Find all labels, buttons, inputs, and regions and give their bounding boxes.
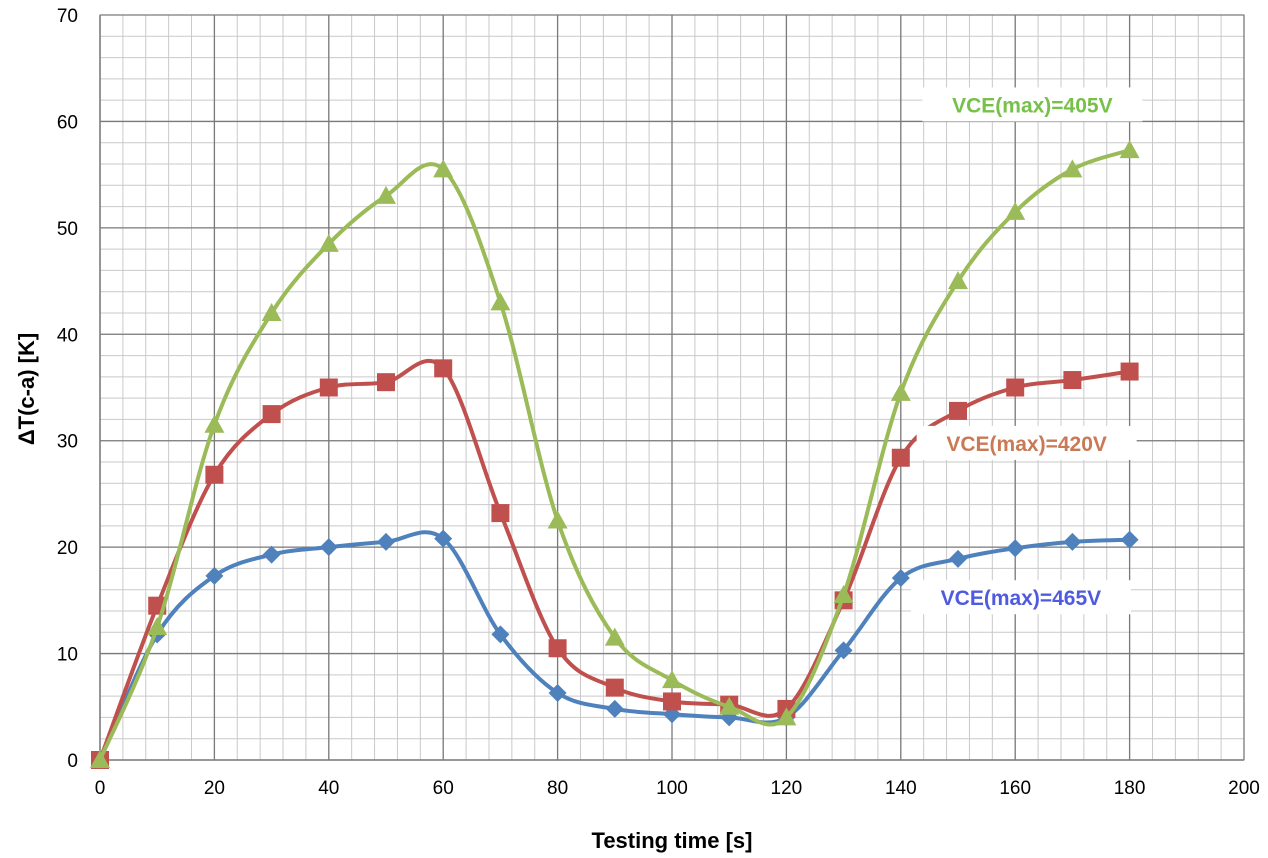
data-point	[377, 373, 395, 392]
data-point	[204, 414, 225, 433]
data-point	[1005, 201, 1026, 220]
data-point	[1062, 159, 1083, 178]
data-point	[491, 504, 510, 523]
y-tick-label: 0	[67, 751, 78, 772]
data-point	[377, 532, 395, 551]
data-point	[1063, 371, 1082, 390]
data-point	[90, 750, 110, 768]
y-tick-label: 60	[57, 112, 78, 133]
x-tick-label: 60	[433, 778, 454, 799]
data-point	[434, 359, 453, 378]
data-point	[261, 303, 282, 321]
y-axis-title: ΔT(c-a) [K]	[14, 333, 39, 445]
data-point	[1119, 140, 1140, 159]
data-point	[1120, 362, 1139, 381]
series-line	[98, 148, 1132, 762]
series-label: VCE(max)=465V	[941, 587, 1102, 610]
data-point	[776, 707, 797, 726]
data-point	[948, 271, 968, 290]
y-tick-label: 10	[57, 645, 78, 666]
data-point	[547, 510, 568, 529]
data-point	[433, 159, 454, 178]
x-tick-label: 120	[771, 778, 803, 799]
data-point	[833, 585, 854, 604]
series-group	[90, 140, 1140, 768]
data-point	[205, 465, 224, 484]
data-point	[262, 405, 281, 424]
data-point	[147, 616, 168, 635]
x-tick-label: 180	[1114, 778, 1146, 799]
series-label: VCE(max)=405V	[952, 94, 1113, 117]
data-point	[548, 683, 567, 702]
x-axis-title: Testing time [s]	[592, 828, 753, 853]
data-point	[663, 692, 681, 711]
x-tick-label: 200	[1228, 778, 1260, 799]
y-tick-label: 70	[57, 6, 78, 27]
data-point	[434, 529, 453, 548]
data-point	[605, 678, 624, 697]
x-tick-label: 0	[95, 778, 106, 799]
x-tick-label: 20	[204, 778, 225, 799]
data-point	[1006, 539, 1025, 558]
data-point	[604, 627, 625, 646]
data-point	[891, 569, 910, 588]
data-point	[1063, 532, 1082, 551]
data-point	[548, 639, 567, 658]
series-labels: VCE(max)=405V VCE(max)=420V VCE(max)=465V	[910, 87, 1143, 615]
series-line	[98, 530, 1132, 762]
data-point	[949, 549, 967, 568]
y-tick-label: 40	[57, 325, 78, 346]
data-point	[318, 233, 339, 252]
y-tick-label: 30	[57, 432, 78, 453]
data-point	[319, 538, 338, 557]
series-label-background	[922, 87, 1143, 122]
grid	[99, 14, 1245, 761]
series-label-background	[910, 580, 1131, 615]
y-tick-label: 20	[57, 538, 78, 559]
data-point	[719, 696, 740, 715]
data-point	[490, 292, 511, 311]
data-point	[834, 641, 853, 660]
data-point	[205, 566, 224, 585]
data-point	[376, 185, 396, 204]
data-point	[605, 699, 624, 718]
data-point	[491, 625, 510, 644]
y-tick-label: 50	[57, 219, 78, 240]
x-tick-label: 160	[999, 778, 1031, 799]
series-label: VCE(max)=420V	[946, 433, 1107, 456]
data-point	[890, 382, 911, 401]
x-tick-label: 40	[318, 778, 339, 799]
series-label-background	[916, 425, 1137, 460]
data-point	[1120, 530, 1139, 549]
x-tick-label: 140	[885, 778, 917, 799]
data-point	[1006, 378, 1025, 397]
data-point	[949, 401, 967, 420]
x-tick-label: 80	[547, 778, 568, 799]
data-point	[891, 448, 910, 467]
data-point	[262, 545, 281, 564]
x-tick-label: 100	[656, 778, 688, 799]
data-point	[662, 670, 682, 689]
data-point	[319, 378, 338, 397]
axes: 0 20 40 60 80 100 120 140 160 180 200 0 10 20 30 40 50 60…	[57, 6, 1260, 799]
